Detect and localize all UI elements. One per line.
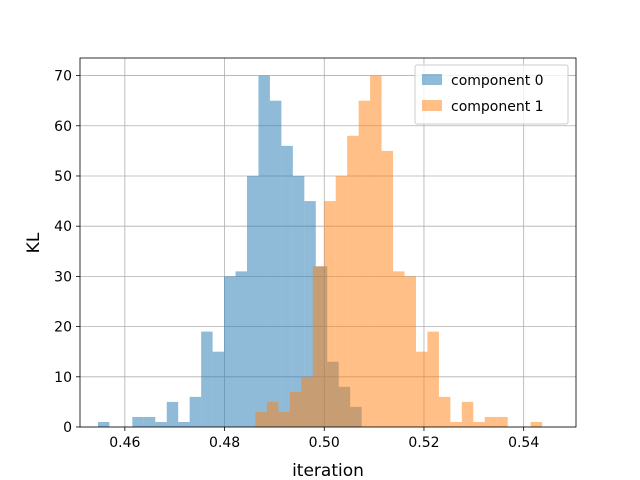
- legend: component 0 component 1: [414, 64, 569, 125]
- y-tick-label: 0: [63, 420, 72, 436]
- histogram-bar-series-0: [269, 100, 282, 428]
- histogram-bar-series-1: [266, 401, 279, 427]
- histogram-bar-series-1: [461, 401, 474, 427]
- y-tick-label: 40: [54, 219, 72, 235]
- histogram-bar-series-1: [312, 266, 325, 427]
- histogram-bar-series-0: [155, 421, 167, 427]
- histogram-bar-series-0: [143, 416, 156, 427]
- y-axis-ticks: 0 10 20 30 40 50 60 70: [54, 69, 80, 436]
- histogram-bar-series-0: [97, 421, 110, 427]
- y-tick-label: 20: [54, 320, 72, 336]
- histogram-bar-series-1: [381, 150, 394, 427]
- histogram-bar-series-0: [258, 75, 270, 428]
- y-tick-label: 10: [54, 370, 72, 386]
- histogram-bar-series-0: [189, 396, 202, 427]
- histogram-bar-series-1: [255, 411, 267, 427]
- histogram-bar-series-1: [530, 421, 543, 427]
- histogram-bar-series-0: [178, 421, 190, 427]
- legend-label: component 0: [451, 73, 544, 89]
- histogram-bar-series-0: [166, 401, 179, 427]
- x-axis-ticks: 0.46 0.48 0.50 0.52 0.54: [109, 427, 539, 451]
- histogram-bar-series-1: [427, 331, 439, 427]
- histogram-bar-series-0: [246, 175, 259, 427]
- histogram-bar-series-0: [224, 276, 236, 427]
- legend-swatch: [422, 100, 442, 111]
- histogram-bar-series-1: [335, 175, 348, 427]
- histogram-bar-series-0: [304, 201, 316, 427]
- legend-label: component 1: [451, 99, 544, 115]
- legend-swatch: [422, 74, 442, 85]
- histogram-bar-series-0: [132, 416, 144, 427]
- histogram-bar-series-1: [450, 421, 462, 427]
- histogram-bar-series-1: [301, 376, 313, 427]
- y-tick-label: 60: [54, 119, 72, 135]
- x-tick-label: 0.48: [209, 435, 240, 451]
- histogram-bar-series-1: [347, 135, 359, 427]
- histogram-bar-series-1: [415, 351, 428, 427]
- histogram-bar-series-1: [370, 75, 382, 428]
- y-axis-label: KL: [24, 232, 44, 253]
- histogram-bar-series-1: [393, 271, 405, 427]
- y-tick-label: 30: [54, 269, 72, 285]
- legend-box: [414, 64, 569, 125]
- histogram-bar-series-1: [438, 396, 451, 427]
- histogram-bar-series-1: [404, 276, 416, 427]
- histogram-bar-series-0: [212, 351, 225, 427]
- x-tick-label: 0.46: [109, 435, 140, 451]
- x-tick-label: 0.54: [508, 435, 539, 451]
- histogram-bar-series-1: [484, 416, 497, 427]
- histogram-bar-series-0: [292, 175, 305, 427]
- histogram-bar-series-0: [281, 145, 293, 427]
- histogram-bar-series-1: [278, 411, 290, 427]
- y-tick-label: 70: [54, 69, 72, 85]
- histogram-bar-series-1: [496, 416, 508, 427]
- histogram-bar-series-1: [473, 421, 485, 427]
- histogram-bars: [97, 75, 543, 428]
- x-tick-label: 0.50: [309, 435, 340, 451]
- histogram-bar-series-1: [324, 201, 336, 427]
- x-tick-label: 0.52: [408, 435, 439, 451]
- plot-frame: [79, 57, 577, 428]
- x-axis-label: iteration: [292, 461, 364, 480]
- histogram-bar-series-0: [201, 331, 213, 427]
- histogram-bar-series-1: [358, 100, 371, 428]
- histogram-bar-series-0: [235, 271, 247, 427]
- histogram-bar-series-1: [289, 391, 302, 427]
- y-tick-label: 50: [54, 169, 72, 185]
